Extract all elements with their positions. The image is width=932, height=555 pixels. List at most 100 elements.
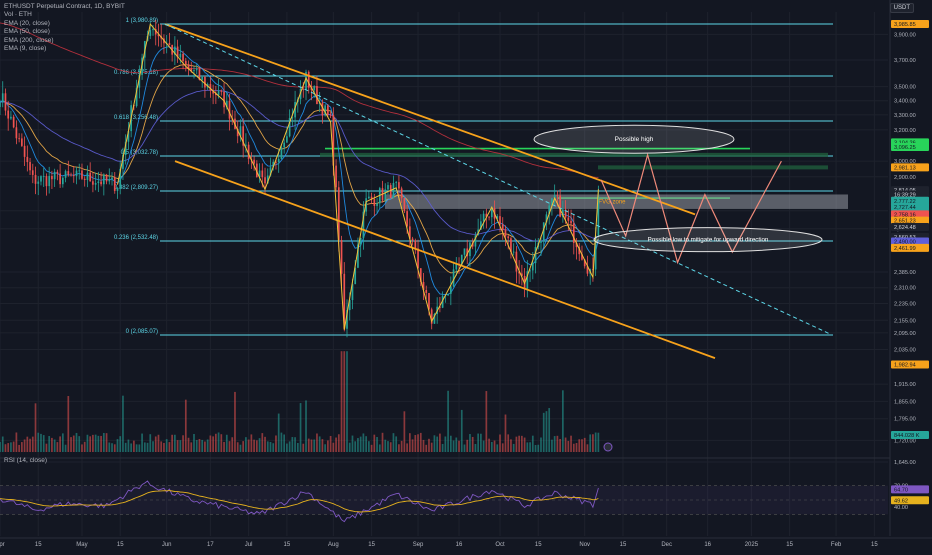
candle-body[interactable] bbox=[460, 254, 463, 265]
candle-body[interactable] bbox=[562, 209, 564, 217]
candle-body[interactable] bbox=[302, 88, 305, 90]
candle-body[interactable] bbox=[395, 182, 398, 183]
candle-body[interactable] bbox=[122, 154, 124, 169]
candle-body[interactable] bbox=[463, 248, 466, 255]
candle-body[interactable] bbox=[556, 194, 559, 196]
candle-body[interactable] bbox=[439, 306, 441, 308]
candle-body[interactable] bbox=[332, 115, 335, 166]
candle-body[interactable] bbox=[526, 271, 529, 289]
candle-body[interactable] bbox=[403, 198, 406, 212]
candle-body[interactable] bbox=[266, 175, 269, 184]
candle-body[interactable] bbox=[111, 177, 113, 180]
candle-body[interactable] bbox=[212, 90, 214, 94]
candle-body[interactable] bbox=[264, 177, 266, 184]
candle-body[interactable] bbox=[59, 173, 61, 185]
fvg-zone[interactable] bbox=[385, 194, 848, 209]
candle-body[interactable] bbox=[518, 271, 520, 274]
candle-body[interactable] bbox=[64, 171, 67, 178]
candle-body[interactable] bbox=[449, 286, 452, 294]
candle-body[interactable] bbox=[408, 226, 411, 239]
candle-body[interactable] bbox=[10, 116, 12, 119]
candle-body[interactable] bbox=[414, 240, 417, 249]
candle-body[interactable] bbox=[343, 273, 346, 329]
candle-body[interactable] bbox=[515, 251, 518, 272]
candle-body[interactable] bbox=[348, 300, 351, 311]
candle-body[interactable] bbox=[272, 161, 275, 168]
candle-body[interactable] bbox=[239, 126, 242, 137]
candle-body[interactable] bbox=[275, 161, 277, 163]
candle-body[interactable] bbox=[482, 213, 485, 222]
candle-body[interactable] bbox=[26, 156, 29, 163]
candle-body[interactable] bbox=[389, 185, 392, 199]
candle-body[interactable] bbox=[521, 273, 523, 276]
candle-body[interactable] bbox=[373, 199, 376, 206]
candle-body[interactable] bbox=[291, 117, 294, 119]
candle-body[interactable] bbox=[255, 163, 258, 177]
candle-body[interactable] bbox=[425, 290, 428, 293]
candle-body[interactable] bbox=[365, 198, 367, 212]
candle-body[interactable] bbox=[29, 162, 31, 171]
candle-body[interactable] bbox=[182, 53, 184, 61]
candle-body[interactable] bbox=[433, 313, 436, 324]
candle-body[interactable] bbox=[496, 216, 499, 219]
candle-body[interactable] bbox=[209, 84, 212, 91]
candle-body[interactable] bbox=[97, 181, 100, 183]
candle-body[interactable] bbox=[447, 293, 449, 296]
candle-body[interactable] bbox=[217, 90, 220, 96]
candle-body[interactable] bbox=[357, 244, 359, 268]
candle-body[interactable] bbox=[102, 174, 105, 185]
candle-body[interactable] bbox=[45, 176, 48, 187]
candle-body[interactable] bbox=[247, 144, 250, 159]
candle-body[interactable] bbox=[376, 203, 378, 206]
candle-body[interactable] bbox=[305, 71, 307, 90]
candle-body[interactable] bbox=[531, 263, 534, 271]
channel-lower-line[interactable] bbox=[174, 160, 716, 359]
candle-body[interactable] bbox=[583, 259, 586, 267]
candle-body[interactable] bbox=[321, 102, 324, 116]
candle-body[interactable] bbox=[31, 170, 34, 175]
candle-body[interactable] bbox=[119, 168, 122, 189]
candle-body[interactable] bbox=[428, 292, 430, 310]
legend-vol[interactable]: Vol · ETH bbox=[4, 11, 32, 19]
candle-body[interactable] bbox=[253, 159, 255, 164]
candle-body[interactable] bbox=[286, 136, 288, 143]
candle-body[interactable] bbox=[384, 189, 387, 201]
candle-body[interactable] bbox=[21, 138, 23, 146]
possible-low-ellipse[interactable] bbox=[593, 227, 823, 253]
candle-body[interactable] bbox=[157, 34, 160, 37]
candle-body[interactable] bbox=[154, 29, 157, 35]
candle-body[interactable] bbox=[567, 217, 570, 221]
candle-body[interactable] bbox=[313, 85, 316, 91]
candle-body[interactable] bbox=[215, 93, 217, 96]
currency-selector[interactable]: USDT bbox=[889, 3, 914, 13]
candle-body[interactable] bbox=[67, 171, 70, 175]
candle-body[interactable] bbox=[48, 175, 51, 187]
candle-body[interactable] bbox=[504, 229, 507, 237]
candle-body[interactable] bbox=[548, 205, 551, 215]
candle-body[interactable] bbox=[37, 181, 40, 184]
candle-body[interactable] bbox=[387, 185, 389, 190]
candle-body[interactable] bbox=[92, 181, 94, 185]
candle-body[interactable] bbox=[116, 188, 119, 191]
candle-body[interactable] bbox=[70, 174, 72, 176]
candle-body[interactable] bbox=[354, 267, 357, 285]
candle-body[interactable] bbox=[228, 100, 231, 119]
candle-body[interactable] bbox=[236, 128, 239, 137]
channel-upper-line[interactable] bbox=[164, 23, 696, 216]
candle-body[interactable] bbox=[56, 171, 59, 174]
legend-ema20[interactable]: EMA (20, close) bbox=[4, 19, 50, 27]
candle-body[interactable] bbox=[542, 222, 545, 242]
rsi-ma-line[interactable] bbox=[0, 490, 599, 513]
legend-ema200[interactable]: EMA (200, close) bbox=[4, 36, 54, 44]
candle-body[interactable] bbox=[578, 247, 581, 255]
candle-body[interactable] bbox=[307, 71, 310, 88]
candle-body[interactable] bbox=[204, 76, 206, 88]
candle-body[interactable] bbox=[152, 29, 154, 31]
candle-body[interactable] bbox=[422, 282, 425, 291]
candle-body[interactable] bbox=[540, 241, 542, 243]
candle-body[interactable] bbox=[269, 167, 272, 176]
candle-body[interactable] bbox=[280, 147, 283, 159]
candle-body[interactable] bbox=[545, 214, 548, 223]
candle-body[interactable] bbox=[419, 268, 422, 283]
